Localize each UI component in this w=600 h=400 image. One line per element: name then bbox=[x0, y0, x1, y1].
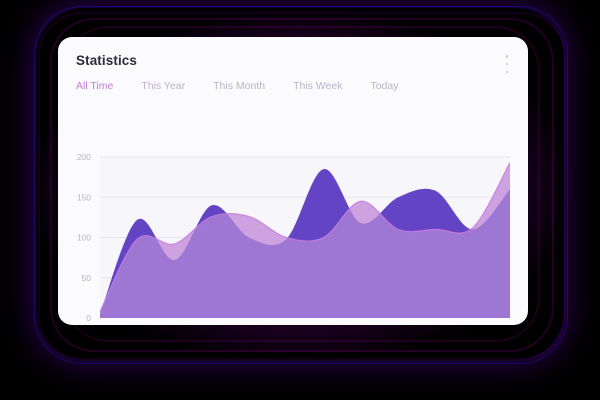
y-tick-label: 50 bbox=[82, 273, 92, 283]
tab-all-time[interactable]: All Time bbox=[76, 80, 114, 92]
y-tick-label: 200 bbox=[77, 152, 91, 162]
kebab-menu-icon[interactable] bbox=[499, 53, 515, 75]
tab-this-year[interactable]: This Year bbox=[141, 80, 186, 92]
series-group bbox=[100, 162, 510, 318]
kebab-dot-2 bbox=[505, 62, 509, 66]
y-axis-labels: 0 50 100 150 200 bbox=[77, 152, 91, 323]
y-tick-label: 0 bbox=[86, 313, 91, 323]
glow-ring-outer bbox=[38, 12, 566, 360]
series-b-line bbox=[100, 162, 510, 312]
tab-this-month[interactable]: This Month bbox=[213, 80, 266, 92]
statistics-card: Statistics All Time This Year This Month… bbox=[58, 37, 528, 325]
tab-today[interactable]: Today bbox=[370, 80, 399, 92]
series-b-overlap bbox=[100, 162, 510, 318]
time-range-tabs: All Time This Year This Month This Week … bbox=[58, 68, 528, 92]
y-tick-label: 150 bbox=[77, 192, 91, 202]
card-header: Statistics bbox=[58, 37, 528, 73]
glow-ring-mid bbox=[50, 18, 554, 352]
kebab-dot-1 bbox=[505, 55, 509, 58]
page-title: Statistics bbox=[76, 53, 138, 68]
kebab-dot-3 bbox=[505, 70, 509, 73]
glow-ring-blue bbox=[34, 6, 568, 364]
tab-this-week[interactable]: This Week bbox=[293, 80, 343, 92]
y-tick-label: 100 bbox=[77, 233, 91, 243]
